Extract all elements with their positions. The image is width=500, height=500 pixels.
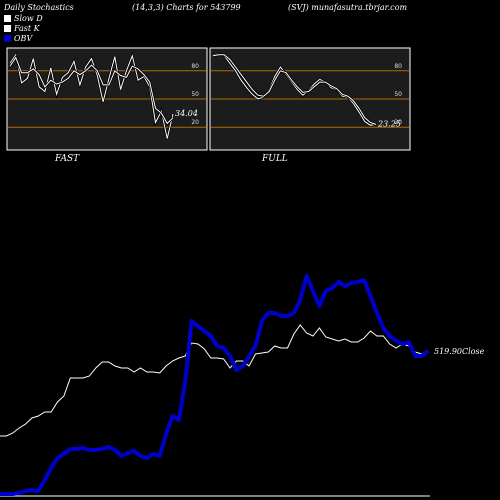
obv-line: [0, 274, 430, 496]
legend-slow-d: Slow D: [4, 14, 43, 23]
chart-params: (14,3,3) Charts for 543799: [132, 3, 241, 12]
full-series-slow-d: [212, 54, 377, 125]
chart-title: Daily Stochastics: [4, 3, 74, 12]
chart-symbol: (SVJ) munafasutra.tbrjar.com: [288, 3, 408, 12]
legend-swatch-obv: [4, 35, 11, 42]
fast-tick-label: 80: [191, 63, 199, 70]
legend-swatch-slow-d: [4, 15, 11, 22]
full-tick-label: 80: [394, 63, 402, 70]
fast-last-value: 34.04: [175, 109, 198, 118]
legend-label-slow-d: Slow D: [14, 14, 43, 23]
legend-fast-k: Fast K: [4, 24, 40, 33]
close-price-line: [0, 324, 429, 437]
legend-label-fast-k: Fast K: [14, 24, 40, 33]
fast-panel-label: FAST: [55, 154, 80, 164]
fast-tick-label: 20: [191, 119, 199, 126]
fast-tick-label: 50: [191, 91, 199, 98]
fast-series-fast-k: [9, 53, 174, 139]
fast-series-slow-d: [9, 56, 174, 125]
legend-label-obv: OBV: [14, 34, 33, 43]
legend-obv: OBV: [4, 34, 32, 43]
full-tick-label: 20: [394, 119, 402, 126]
full-panel-label: FULL: [262, 154, 288, 164]
close-value-label: 519.90Close: [434, 347, 485, 356]
full-tick-label: 50: [394, 91, 402, 98]
legend-swatch-fast-k: [4, 25, 11, 32]
full-last-value: 23.25: [377, 119, 401, 128]
